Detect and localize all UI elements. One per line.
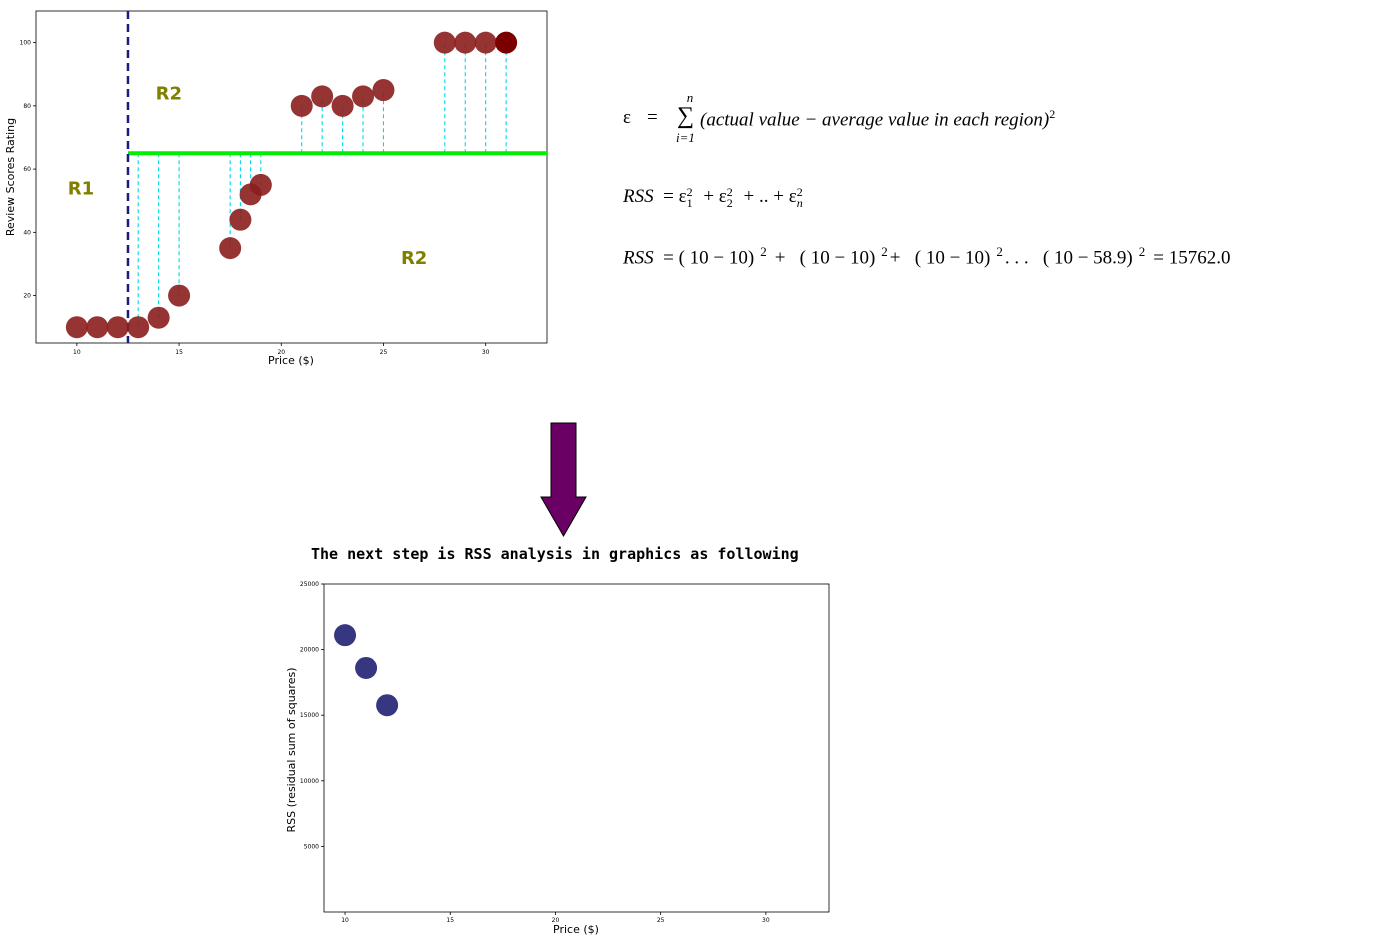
y-tick-label: 15000 xyxy=(300,712,319,719)
data-point xyxy=(65,316,88,339)
sum-body: (actual value − average value in each re… xyxy=(700,107,1056,131)
x-tick-label: 15 xyxy=(175,349,183,356)
x-tick-label: 25 xyxy=(657,917,665,924)
data-point xyxy=(352,85,375,108)
y-tick-label: 40 xyxy=(23,229,31,236)
x-axis-label: Price ($) xyxy=(553,923,599,936)
data-point xyxy=(433,31,456,54)
data-point xyxy=(376,694,399,717)
epsilon-symbol: ε xyxy=(623,107,631,128)
x-axis-label: Price ($) xyxy=(268,354,314,367)
x-tick-label: 10 xyxy=(73,349,81,356)
step-caption: The next step is RSS analysis in graphic… xyxy=(311,545,799,563)
y-axis-label: RSS (residual sum of squares) xyxy=(285,668,298,833)
y-tick-label: 5000 xyxy=(304,843,319,850)
sum-lower: i=1 xyxy=(676,130,695,145)
x-tick-label: 20 xyxy=(277,349,285,356)
y-tick-label: 80 xyxy=(23,103,31,110)
data-point xyxy=(290,94,313,117)
x-tick-label: 30 xyxy=(482,349,490,356)
rss-label: RSS xyxy=(623,186,654,207)
data-point xyxy=(331,94,354,117)
sum-sign: ∑ xyxy=(677,103,695,129)
data-point xyxy=(168,284,191,307)
data-point xyxy=(127,316,150,339)
down-arrow xyxy=(540,422,587,538)
rss-chart: 10 15 20 25 30 5000 10000 15000 20000 25000 Price… xyxy=(285,581,830,936)
region-label: R2 xyxy=(156,84,182,105)
y-tick-label: 20 xyxy=(23,293,31,300)
y-axis-label: Review Scores Rating xyxy=(4,118,17,236)
region-label: R2 xyxy=(401,248,427,269)
data-point xyxy=(86,316,109,339)
equals-sign: = xyxy=(647,107,658,128)
data-point xyxy=(454,31,477,54)
y-tick-label: 25000 xyxy=(300,581,319,588)
regions-chart: 10 15 20 25 30 20 40 60 80 100 R1 R2 R2 Price ($) R… xyxy=(4,10,548,367)
data-point xyxy=(372,79,395,102)
data-point xyxy=(106,316,129,339)
data-point xyxy=(495,31,518,54)
plot-frame xyxy=(323,583,830,913)
rss-result: = 15762.0 xyxy=(1153,247,1231,269)
data-point xyxy=(334,624,357,647)
sum-upper: n xyxy=(686,90,694,105)
data-point xyxy=(355,656,378,679)
y-tick-label: 60 xyxy=(23,166,31,173)
data-point xyxy=(219,237,242,260)
data-point xyxy=(147,306,170,329)
rss-calc-label: RSS xyxy=(623,247,654,269)
y-tick-label: 10000 xyxy=(300,778,319,785)
x-tick-label: 30 xyxy=(762,917,770,924)
region-label: R1 xyxy=(68,178,94,199)
x-tick-label: 10 xyxy=(341,917,349,924)
y-tick-label: 100 xyxy=(20,40,32,47)
formula-rss-calc: RSS = ( 10 − 10) 2 + ( 10 − 10) 2 + ( 10 − 1… xyxy=(623,244,1231,269)
x-tick-label: 20 xyxy=(552,917,560,924)
formula-epsilon: ε = n ∑ i=1 (actual value − average valu… xyxy=(623,90,1143,152)
x-tick-label: 15 xyxy=(446,917,454,924)
x-tick-label: 25 xyxy=(380,349,388,356)
formula-rss-sum: RSS = ε2 1 + ε2 2 + .. + ε2 n xyxy=(623,184,803,210)
data-point xyxy=(474,31,497,54)
plot-frame xyxy=(35,10,548,344)
y-tick-label: 20000 xyxy=(300,647,319,654)
data-point xyxy=(249,173,272,196)
data-point xyxy=(229,208,252,231)
data-point xyxy=(311,85,334,108)
